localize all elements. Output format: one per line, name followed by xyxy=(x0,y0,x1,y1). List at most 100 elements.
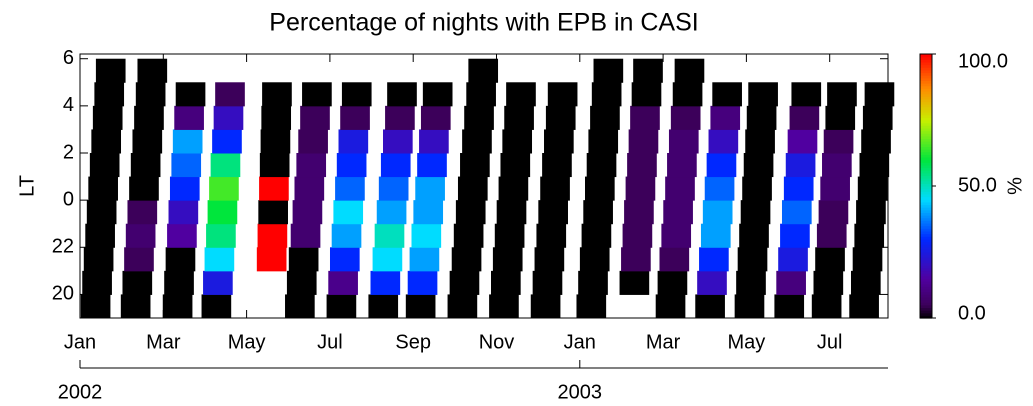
heatmap-cell xyxy=(864,82,895,107)
heatmap-cell xyxy=(849,294,879,319)
heatmap-cell xyxy=(80,294,111,319)
colorbar-swatch xyxy=(920,167,932,171)
colorbar-swatch xyxy=(920,120,932,124)
heatmap-cell xyxy=(212,129,242,154)
colorbar-swatch xyxy=(920,193,932,198)
heatmap-cell xyxy=(581,223,612,248)
heatmap-cell xyxy=(129,176,159,201)
heatmap-cell xyxy=(167,223,197,248)
heatmap-cell xyxy=(583,200,613,225)
heatmap-cell xyxy=(820,176,850,201)
colorbar-swatch xyxy=(920,188,932,192)
heatmap-cell xyxy=(774,294,805,319)
colorbar-swatch xyxy=(920,59,932,63)
year-label: 2003 xyxy=(558,381,603,403)
colorbar-swatch xyxy=(920,299,932,303)
colorbar-swatch xyxy=(920,125,932,129)
heatmap-cell xyxy=(532,270,563,295)
heatmap-cell xyxy=(417,153,447,178)
colorbar-swatch xyxy=(920,67,932,71)
heatmap-cell xyxy=(134,105,164,130)
chart-title: Percentage of nights with EPB in CASI xyxy=(269,9,698,37)
heatmap-cell xyxy=(326,294,357,319)
colorbar-swatch xyxy=(920,135,932,140)
heatmap-cell xyxy=(697,270,727,295)
heatmap-cell xyxy=(127,200,158,225)
x-tick-label: Mar xyxy=(646,331,681,353)
heatmap-cell xyxy=(633,58,663,83)
colorbar-swatch xyxy=(920,61,932,66)
heatmap-cell xyxy=(85,223,115,248)
colorbar-swatch xyxy=(920,275,932,279)
heatmap-cell xyxy=(288,247,319,272)
heatmap-cell xyxy=(674,58,705,83)
x-tick-label: May xyxy=(228,331,266,353)
heatmap-cell xyxy=(413,200,444,225)
heatmap-cell xyxy=(300,105,330,130)
heatmap-cell xyxy=(405,294,436,319)
colorbar-swatch xyxy=(920,315,932,319)
heatmap-cell xyxy=(86,200,117,225)
heatmap-cell xyxy=(466,82,496,107)
heatmap-cell xyxy=(856,200,886,225)
heatmap-cell xyxy=(622,223,653,248)
heatmap-cell xyxy=(745,129,775,154)
heatmap-cell xyxy=(657,270,688,295)
colorbar-swatch xyxy=(920,93,932,97)
colorbar-swatch xyxy=(920,230,932,235)
heatmap-cell xyxy=(376,200,407,225)
colorbar-swatch xyxy=(920,207,932,211)
heatmap-cell xyxy=(460,153,490,178)
colorbar-swatch xyxy=(920,209,932,213)
heatmap-cell xyxy=(825,105,856,130)
heatmap-cell xyxy=(492,247,523,272)
heatmap-cell xyxy=(586,153,617,178)
heatmap-cell xyxy=(706,153,737,178)
colorbar-swatch xyxy=(920,228,932,232)
heatmap-cell xyxy=(258,200,288,225)
heatmap-cell xyxy=(491,270,521,295)
heatmap-cell xyxy=(370,270,401,295)
colorbar-swatch xyxy=(920,104,932,108)
heatmap-cell xyxy=(372,247,403,272)
colorbar-swatch xyxy=(920,244,932,248)
heatmap-cell xyxy=(368,294,399,319)
heatmap-cell xyxy=(380,153,411,178)
heatmap-cell xyxy=(746,105,777,130)
heatmap-cell xyxy=(494,223,525,248)
heatmap-cell xyxy=(619,270,650,295)
colorbar-swatch xyxy=(920,312,932,316)
colorbar-swatch xyxy=(920,249,932,253)
heatmap-cell xyxy=(655,294,686,319)
heatmap-cell xyxy=(257,223,288,248)
heatmap-cell xyxy=(624,200,654,225)
colorbar-swatch xyxy=(920,307,932,311)
colorbar-swatch xyxy=(920,225,932,229)
heatmap-cell xyxy=(661,223,692,248)
heatmap-cell xyxy=(710,105,741,130)
colorbar-swatch xyxy=(920,54,932,58)
colorbar-swatch xyxy=(920,246,932,250)
heatmap-cell xyxy=(206,223,236,248)
y-tick-label: 0 xyxy=(63,188,74,210)
heatmap-cell xyxy=(791,82,822,107)
colorbar-swatch xyxy=(920,201,932,206)
colorbar-swatch xyxy=(920,294,932,298)
colorbar-swatch xyxy=(920,178,932,182)
heatmap-cell xyxy=(464,105,494,130)
heatmap-cell xyxy=(576,294,607,319)
heatmap-cell xyxy=(590,105,620,130)
colorbar-swatch xyxy=(920,273,932,277)
colorbar-swatch xyxy=(920,286,932,290)
heatmap-cell xyxy=(743,153,774,178)
heatmap-cell xyxy=(695,294,725,319)
heatmap-cell xyxy=(137,58,168,83)
heatmap-cell xyxy=(213,105,244,130)
heatmap-cell xyxy=(168,200,199,225)
heatmap-cell xyxy=(462,129,492,154)
heatmap-cell xyxy=(748,82,778,107)
colorbar-tick-label: 100.0 xyxy=(958,50,1008,72)
heatmap-cell xyxy=(209,176,239,201)
heatmap-cell xyxy=(588,129,619,154)
